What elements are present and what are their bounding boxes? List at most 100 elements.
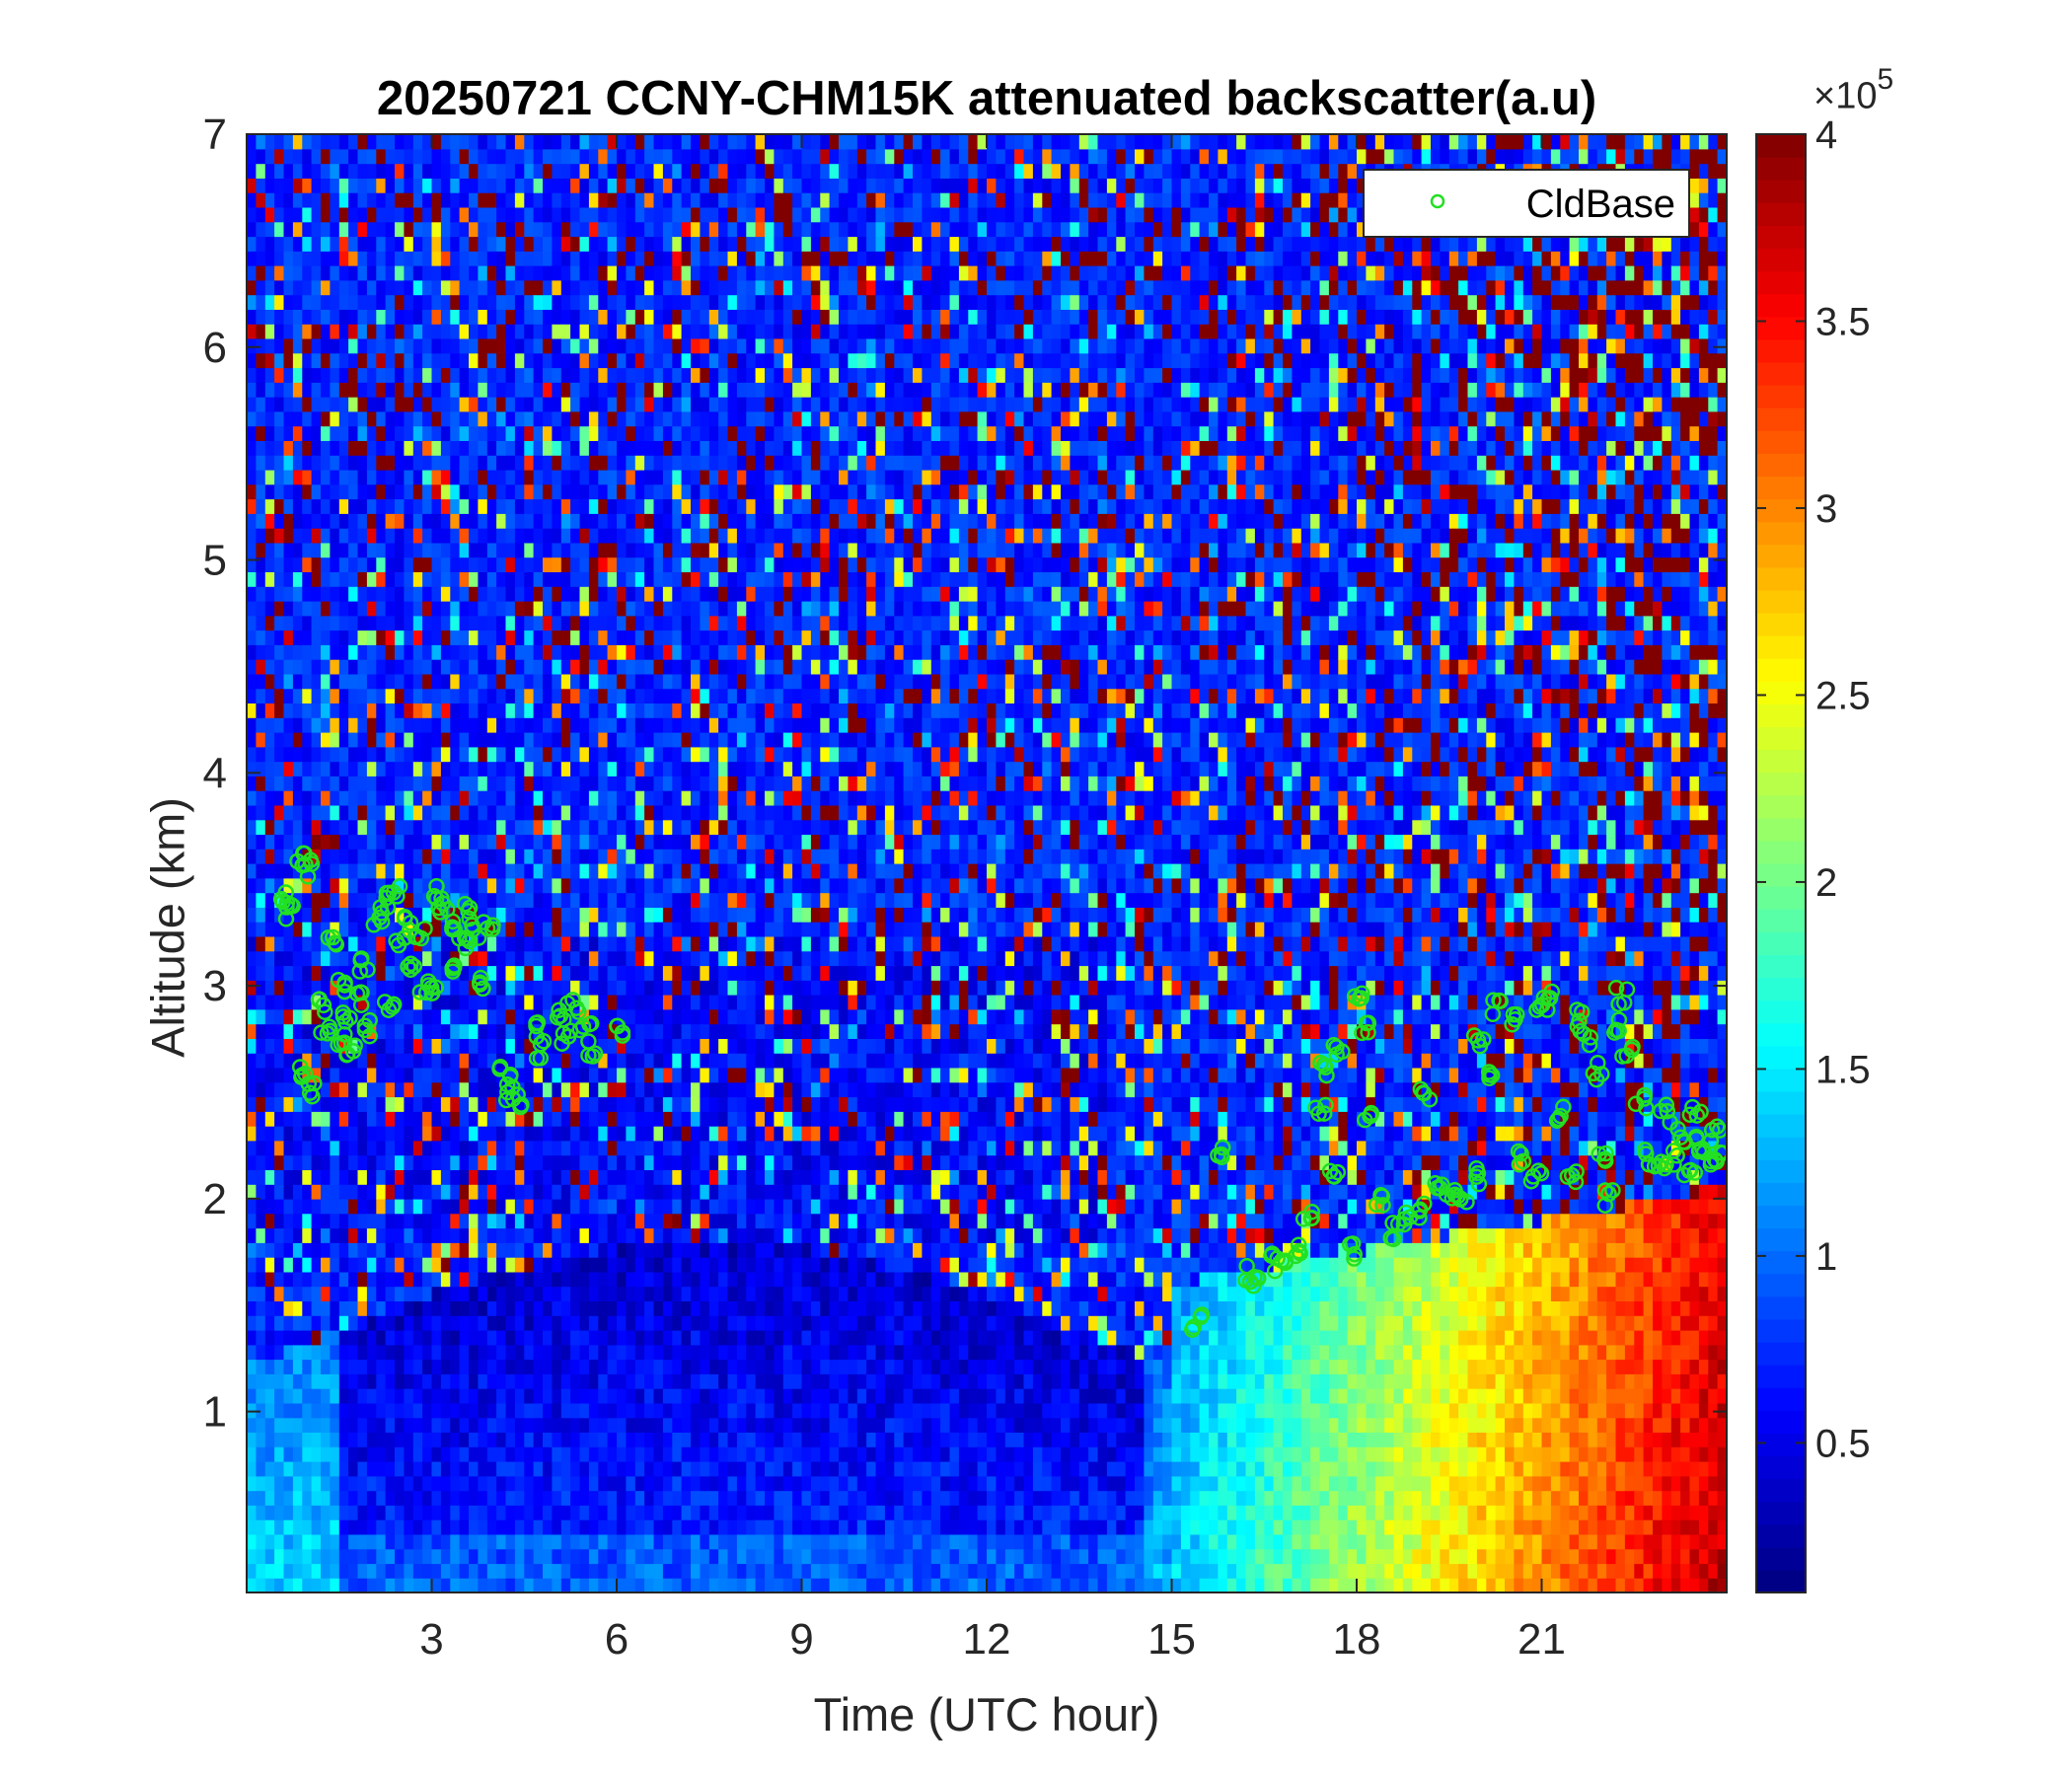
heatmap-cell (256, 746, 266, 763)
heatmap-cell (579, 1578, 590, 1592)
heatmap-cell (404, 1257, 414, 1273)
heatmap-cell (412, 483, 423, 500)
heatmap-cell (450, 397, 461, 412)
heatmap-cell (552, 615, 562, 631)
heatmap-cell (440, 1315, 451, 1331)
heatmap-cell (496, 703, 507, 718)
heatmap-cell (496, 469, 507, 485)
heatmap-cell (598, 849, 609, 864)
heatmap-cell (570, 935, 581, 952)
heatmap-cell (469, 178, 479, 193)
heatmap-cell (450, 1198, 461, 1215)
heatmap-cell (634, 163, 645, 179)
heatmap-cell (478, 556, 488, 572)
heatmap-cell (395, 732, 405, 748)
heatmap-cell (691, 1111, 701, 1127)
heatmap-cell (691, 352, 701, 369)
heatmap-cell (653, 382, 664, 398)
heatmap-cell (486, 397, 497, 412)
heatmap-cell (496, 265, 507, 281)
heatmap-cell (348, 1227, 359, 1243)
heatmap-cell (311, 1417, 322, 1433)
heatmap-cell (348, 178, 359, 193)
heatmap-cell (376, 1315, 387, 1331)
heatmap-cell (634, 134, 645, 150)
heatmap-cell (404, 425, 414, 441)
heatmap-cell (681, 1271, 692, 1288)
heatmap-cell (634, 1417, 645, 1433)
heatmap-cell (274, 440, 285, 456)
heatmap-cell (533, 192, 544, 208)
heatmap-cell (264, 1578, 275, 1592)
heatmap-cell (626, 279, 636, 296)
heatmap-cell (570, 1038, 581, 1054)
heatmap-cell (348, 1490, 359, 1506)
heatmap-cell (412, 1505, 423, 1520)
heatmap-cell (302, 1286, 313, 1301)
heatmap-cell (570, 717, 581, 733)
heatmap-cell (496, 236, 507, 252)
heatmap-cell (700, 1257, 710, 1273)
heatmap-cell (533, 1242, 544, 1258)
heatmap-cell (607, 1315, 618, 1331)
heatmap-cell (469, 1126, 479, 1142)
heatmap-cell (247, 178, 257, 193)
heatmap-cell (256, 834, 266, 850)
heatmap-cell (274, 1388, 285, 1404)
heatmap-cell (579, 834, 590, 850)
heatmap-cell (533, 1344, 544, 1361)
heatmap-cell (459, 1475, 470, 1492)
heatmap-cell (700, 950, 710, 967)
heatmap-cell (579, 586, 590, 602)
heatmap-cell (274, 206, 285, 223)
heatmap-cell (292, 425, 303, 441)
heatmap-cell (681, 703, 692, 718)
heatmap-cell (302, 703, 313, 718)
heatmap-cell (691, 1154, 701, 1170)
heatmap-cell (626, 819, 636, 836)
heatmap-cell (404, 1505, 414, 1520)
heatmap-cell (283, 1227, 294, 1243)
heatmap-cell (256, 717, 266, 733)
heatmap-cell (524, 834, 535, 850)
heatmap-cell (617, 483, 627, 500)
heatmap-cell (486, 732, 497, 748)
heatmap-cell (283, 528, 294, 544)
heatmap-cell (543, 1563, 553, 1579)
heatmap-cell (385, 761, 396, 777)
heatmap-cell (376, 1257, 387, 1273)
heatmap-cell (321, 1373, 331, 1389)
heatmap-cell (431, 1096, 442, 1112)
heatmap-cell (691, 1300, 701, 1316)
heatmap-cell (274, 1140, 285, 1156)
heatmap-cell (292, 995, 303, 1010)
heatmap-cell (626, 571, 636, 587)
heatmap-cell (533, 863, 544, 879)
heatmap-cell (292, 410, 303, 427)
heatmap-cell (598, 498, 609, 514)
heatmap-cell (617, 1578, 627, 1592)
heatmap-cell (505, 1359, 516, 1374)
heatmap-cell (450, 455, 461, 471)
heatmap-cell (588, 1169, 599, 1185)
heatmap-cell (543, 1432, 553, 1447)
heatmap-cell (247, 148, 257, 165)
heatmap-cell (395, 1140, 405, 1156)
heatmap-cell (274, 1038, 285, 1054)
heatmap-cell (524, 1330, 535, 1346)
heatmap-cell (338, 922, 349, 937)
heatmap-cell (617, 1402, 627, 1419)
heatmap-cell (588, 1505, 599, 1520)
heatmap-cell (311, 1519, 322, 1535)
heatmap-cell (440, 950, 451, 967)
heatmap-cell (440, 1242, 451, 1258)
heatmap-cell (478, 192, 488, 208)
heatmap-cell (283, 1548, 294, 1565)
heatmap-cell (570, 1140, 581, 1156)
heatmap-cell (634, 1213, 645, 1229)
heatmap-cell (634, 1490, 645, 1506)
heatmap-cell (607, 397, 618, 412)
heatmap-cell (348, 455, 359, 471)
heatmap-cell (524, 586, 535, 602)
heatmap-cell (338, 1096, 349, 1112)
